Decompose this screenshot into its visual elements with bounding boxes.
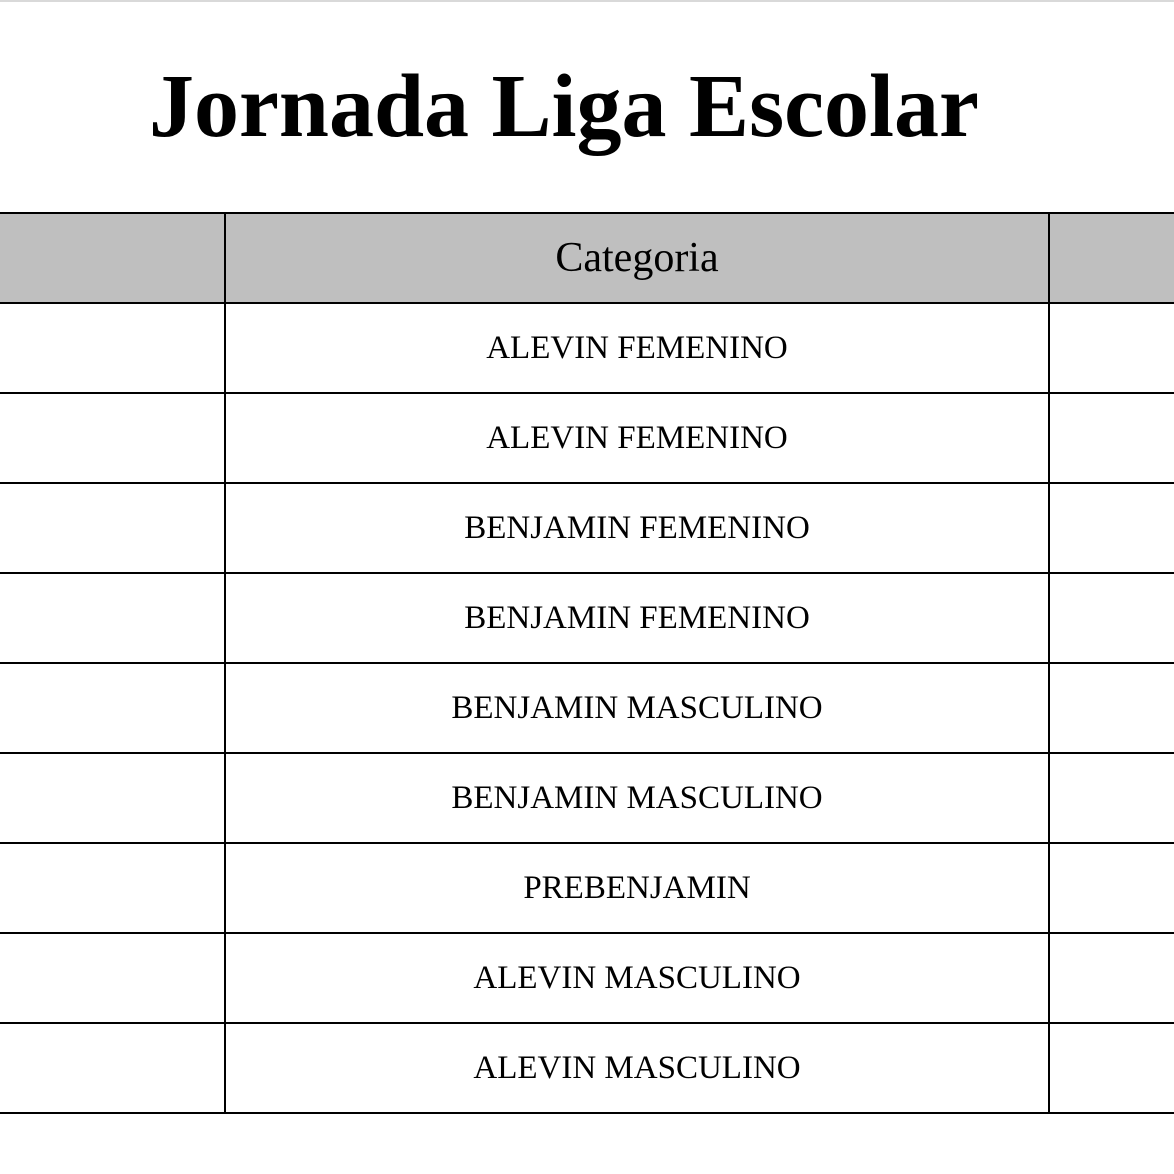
empty-cell-left — [0, 752, 226, 844]
category-cell: ALEVIN FEMENINO — [224, 392, 1050, 484]
category-cell: ALEVIN MASCULINO — [224, 1022, 1050, 1114]
empty-cell-right — [1048, 1022, 1174, 1114]
table-header-row: Categoria — [0, 212, 1174, 304]
empty-cell-right — [1048, 482, 1174, 574]
empty-cell-left — [0, 572, 226, 664]
empty-cell-left — [0, 1022, 226, 1114]
empty-cell-left — [0, 842, 226, 934]
empty-cell-right — [1048, 932, 1174, 1024]
empty-cell-left — [0, 392, 226, 484]
empty-cell-left — [0, 302, 226, 394]
empty-cell-right — [1048, 302, 1174, 394]
empty-cell-right — [1048, 842, 1174, 934]
empty-cell-left — [0, 662, 226, 754]
category-cell: BENJAMIN FEMENINO — [224, 482, 1050, 574]
table-row: BENJAMIN FEMENINO — [0, 572, 1174, 664]
empty-cell-left — [0, 932, 226, 1024]
table-row: PREBENJAMIN — [0, 842, 1174, 934]
category-table: Categoria ALEVIN FEMENINO ALEVIN FEMENINO… — [0, 212, 1174, 1114]
category-cell: BENJAMIN MASCULINO — [224, 752, 1050, 844]
empty-cell-right — [1048, 752, 1174, 844]
table-row: ALEVIN FEMENINO — [0, 302, 1174, 394]
empty-cell-right — [1048, 392, 1174, 484]
header-cell-categoria: Categoria — [224, 212, 1050, 304]
header-cell-right — [1048, 212, 1174, 304]
category-cell: PREBENJAMIN — [224, 842, 1050, 934]
category-cell: ALEVIN FEMENINO — [224, 302, 1050, 394]
document-title: Jornada Liga Escolar — [148, 57, 980, 156]
empty-cell-left — [0, 482, 226, 574]
empty-cell-right — [1048, 572, 1174, 664]
table-row: ALEVIN MASCULINO — [0, 1022, 1174, 1114]
table-row: BENJAMIN MASCULINO — [0, 752, 1174, 844]
page-top-edge — [0, 0, 1174, 2]
table-row: BENJAMIN FEMENINO — [0, 482, 1174, 574]
header-cell-left — [0, 212, 226, 304]
category-cell: BENJAMIN MASCULINO — [224, 662, 1050, 754]
table-row: ALEVIN MASCULINO — [0, 932, 1174, 1024]
empty-cell-right — [1048, 662, 1174, 754]
category-cell: BENJAMIN FEMENINO — [224, 572, 1050, 664]
table-row: ALEVIN FEMENINO — [0, 392, 1174, 484]
category-cell: ALEVIN MASCULINO — [224, 932, 1050, 1024]
table-row: BENJAMIN MASCULINO — [0, 662, 1174, 754]
